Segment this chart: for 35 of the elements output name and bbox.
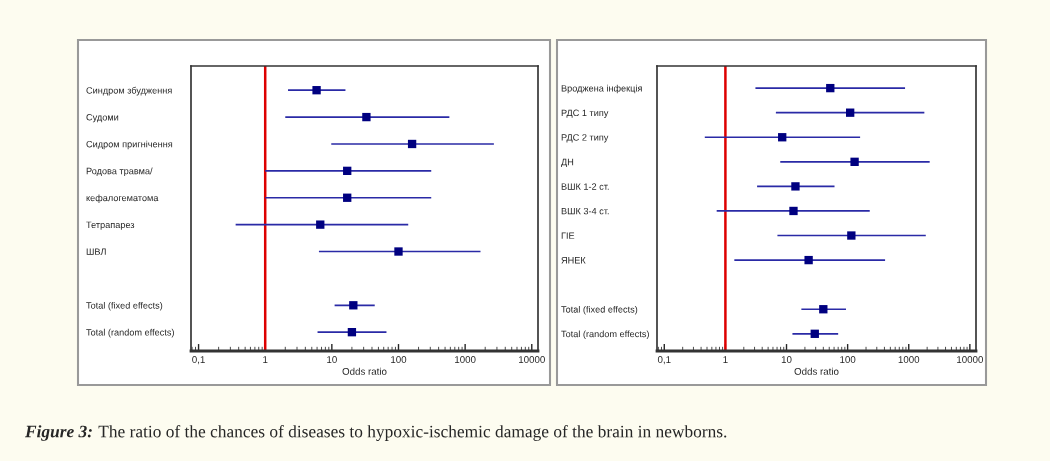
y-tick-label: Total (random effects)	[561, 330, 649, 340]
y-tick-label: Родова травма/	[86, 167, 153, 177]
y-tick-label: Вроджена інфекція	[561, 84, 642, 94]
y-tick-label: Тетрапарез	[86, 221, 135, 230]
y-tick-label: ДН	[561, 158, 574, 167]
y-tick-label: Сидром пригнічення	[86, 140, 173, 150]
y-tick-label: ГІЕ	[561, 232, 575, 239]
y-tick-label: ВШК 3-4 ст.	[561, 207, 609, 215]
x-tick-label: 1	[263, 356, 268, 363]
x-tick-label: 10000	[957, 356, 983, 363]
x-tick-label: 10	[327, 356, 337, 363]
x-tick-label: 1000	[455, 356, 476, 363]
y-tick-label: Total (fixed effects)	[86, 301, 163, 311]
x-tick-label: 10000	[519, 356, 545, 363]
x-tick-label: 0,1	[192, 356, 205, 365]
x-axis-title: Odds ratio	[794, 367, 839, 375]
y-tick-label: кефалогематома	[86, 194, 159, 203]
y-tick-label: РДС 1 типу	[561, 109, 609, 118]
y-tick-label: Total (random effects)	[86, 328, 174, 338]
y-tick-label: Синдром збудження	[86, 86, 172, 96]
x-tick-label: 1000	[898, 356, 920, 363]
y-tick-label: РДС 2 типу	[561, 134, 609, 143]
y-tick-label: Судоми	[86, 114, 119, 123]
y-tick-label: ШВЛ	[86, 248, 106, 255]
x-axis-title: Odds ratio	[342, 367, 387, 375]
y-tick-label: ВШК 1-2 ст.	[561, 183, 609, 190]
text: The ratio of the chances of diseases to hypoxic-ischemic damage of the brain in newborns.	[98, 425, 727, 441]
caption: Figure 3:	[24, 425, 92, 441]
x-tick-label: 1	[723, 356, 728, 363]
x-tick-label: 100	[840, 356, 856, 363]
y-tick-label: ЯНЕК	[561, 257, 586, 264]
x-tick-label: 100	[391, 356, 407, 363]
y-tick-label: Total (fixed effects)	[561, 305, 638, 315]
x-tick-label: 10	[781, 356, 792, 363]
x-tick-label: 0,1	[657, 356, 671, 365]
